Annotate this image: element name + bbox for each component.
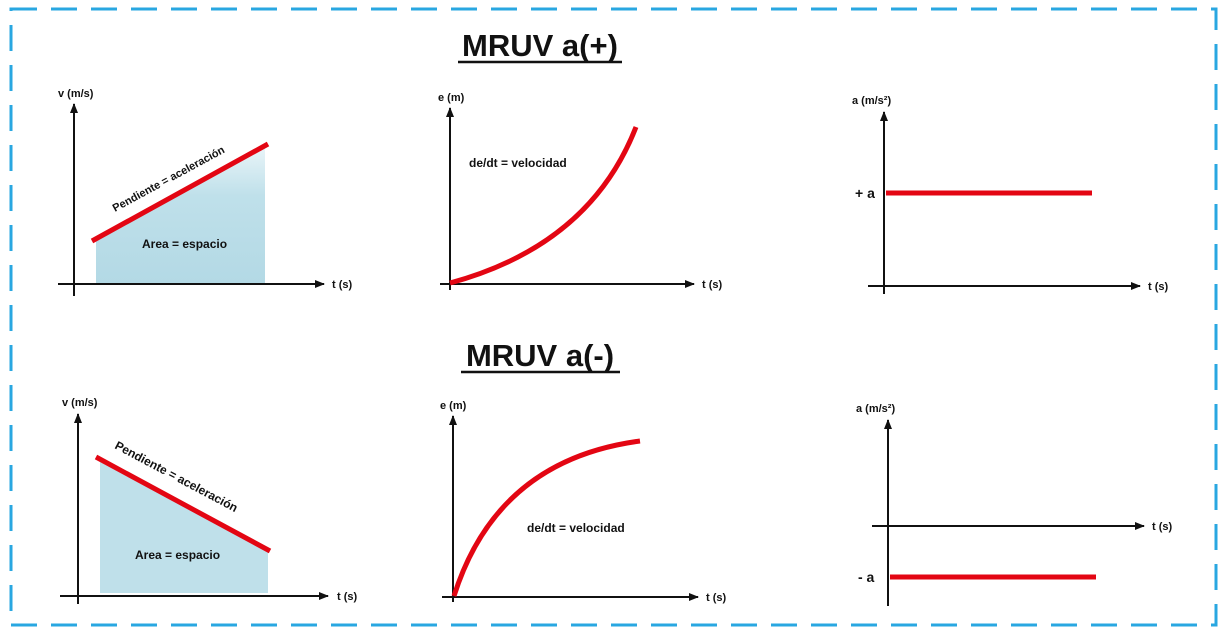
level-label: + a <box>855 185 875 201</box>
y-axis-label: e (m) <box>440 400 467 412</box>
dashed-border <box>9 7 1218 627</box>
x-axis-label: t (s) <box>1152 521 1173 533</box>
area-note: Area = espacio <box>142 237 227 251</box>
velocity-plot: v (m/s) t (s) Pendiente = aceleración Ar… <box>60 397 358 604</box>
y-axis-label: a (m/s²) <box>852 95 891 107</box>
section-title: MRUV a(-) <box>466 338 614 373</box>
x-axis-label: t (s) <box>337 591 358 603</box>
position-curve <box>451 438 641 597</box>
level-label: - a <box>858 569 875 585</box>
area-fill <box>100 462 268 593</box>
x-axis-label: t (s) <box>1148 281 1169 293</box>
y-axis-label: e (m) <box>438 92 465 104</box>
area-fill <box>96 148 265 284</box>
x-axis-label: t (s) <box>702 279 723 291</box>
section-negative: MRUV a(-) v (m/s) t (s) Pendiente = acel… <box>60 338 1173 606</box>
x-axis-label: t (s) <box>332 279 353 291</box>
section-title: MRUV a(+) <box>462 28 618 63</box>
velocity-line <box>94 454 272 554</box>
acceleration-plot: a (m/s²) t (s) + a <box>852 95 1169 294</box>
acceleration-plot: a (m/s²) t (s) - a <box>856 403 1173 606</box>
position-plot: e (m) t (s) de/dt = velocidad <box>440 400 727 604</box>
velocity-plot: v (m/s) t (s) Pendiente = aceleración Ar… <box>58 88 353 296</box>
derivative-note: de/dt = velocidad <box>469 156 567 170</box>
y-axis-label: v (m/s) <box>58 88 94 100</box>
derivative-note: de/dt = velocidad <box>527 521 625 535</box>
section-positive: MRUV a(+) v (m/s) t (s) Pendiente = acel… <box>58 28 1169 296</box>
area-note: Area = espacio <box>135 548 220 562</box>
position-curve <box>449 126 639 286</box>
x-axis-label: t (s) <box>706 592 727 604</box>
position-plot: e (m) t (s) de/dt = velocidad <box>438 92 723 291</box>
y-axis-label: v (m/s) <box>62 397 98 409</box>
velocity-line <box>90 141 270 244</box>
y-axis-label: a (m/s²) <box>856 403 895 415</box>
